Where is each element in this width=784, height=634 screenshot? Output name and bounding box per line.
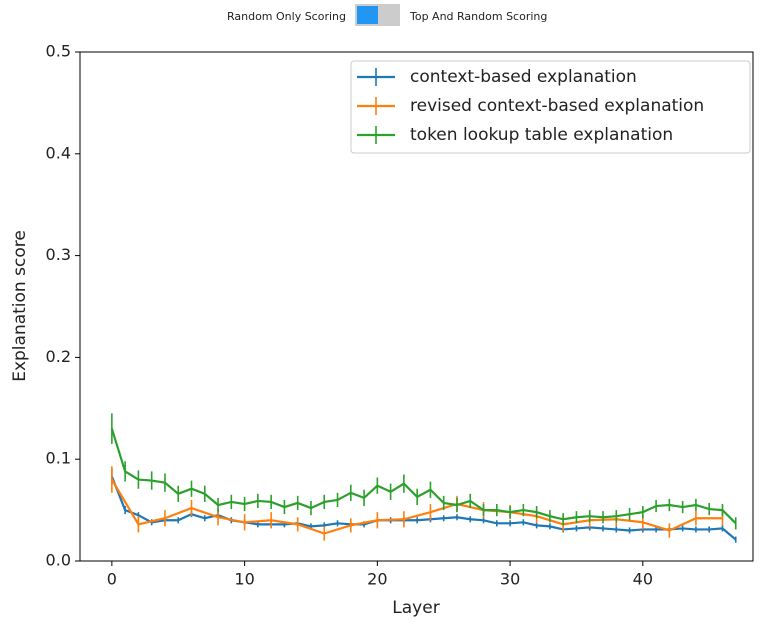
legend-label: token lookup table explanation [410, 125, 673, 145]
y-axis-label: Explanation score [10, 230, 30, 382]
legend-box [350, 60, 751, 154]
switch-knob[interactable] [357, 6, 378, 24]
y-tick-label: 0.2 [46, 347, 71, 366]
toggle-right-label[interactable]: Top And Random Scoring [409, 10, 547, 23]
x-tick-label: 20 [367, 570, 387, 589]
legend-label: revised context-based explanation [410, 96, 704, 116]
x-tick-label: 0 [107, 570, 117, 589]
toggle-left-label[interactable]: Random Only Scoring [227, 10, 346, 23]
y-tick-label: 0.5 [46, 42, 71, 61]
y-tick-label: 0.0 [46, 551, 71, 570]
series-line [110, 478, 723, 535]
y-tick-label: 0.1 [46, 449, 71, 468]
plot-frame [79, 51, 754, 562]
x-tick-label: 10 [234, 570, 254, 589]
series-line [110, 428, 737, 525]
y-tick-label: 0.3 [46, 245, 71, 264]
legend-label: context-based explanation [410, 67, 637, 87]
y-tick-label: 0.4 [46, 143, 71, 162]
x-tick-label: 30 [500, 570, 520, 589]
x-tick-label: 40 [633, 570, 653, 589]
toggle-switch[interactable] [355, 4, 400, 26]
x-axis-label: Layer [392, 598, 439, 618]
